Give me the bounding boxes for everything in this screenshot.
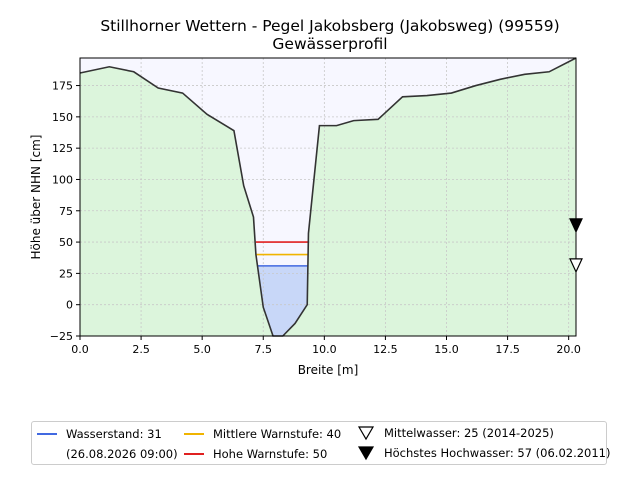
x-tick-label: 10.0: [312, 343, 337, 356]
legend-label-hohe-warnstufe: Hohe Warnstufe: 50: [213, 447, 328, 461]
open-triangle-down-icon: [357, 426, 375, 441]
y-tick-label: 125: [52, 142, 73, 155]
legend: Wasserstand: 31 (26.08.2026 09:00) Mittl…: [31, 421, 611, 465]
x-tick-label: 20.0: [556, 343, 581, 356]
plot-area: 0.0 2.5 5.0 7.5 10.0 12.5 15.0 17.5 20.0 −25 0 25 50…: [50, 57, 583, 356]
y-tick-label: 50: [59, 236, 73, 249]
hohe-warnstufe-swatch: [184, 453, 204, 455]
y-tick-label: 175: [52, 80, 73, 93]
y-tick-label: 150: [52, 111, 73, 124]
y-tick-label: 25: [59, 267, 73, 280]
legend-label-hoechstes-hochwasser: Höchstes Hochwasser: 57 (06.02.2011): [384, 446, 611, 460]
x-tick-label: 0.0: [71, 343, 89, 356]
x-tick-label: 7.5: [255, 343, 273, 356]
x-tick-label: 2.5: [132, 343, 150, 356]
y-tick-label: 75: [59, 205, 73, 218]
y-axis-label: Höhe über NHN [cm]: [29, 135, 43, 260]
wasserstand-swatch: [37, 433, 57, 435]
legend-item-mittelwasser: Mittelwasser: 25 (2014-2025): [357, 425, 554, 441]
chart-subtitle: Gewässerprofil: [272, 35, 387, 53]
x-tick-label: 5.0: [193, 343, 211, 356]
profile-line: [79, 57, 577, 337]
legend-label-wasserstand: Wasserstand: 31: [66, 427, 162, 441]
x-tick-label: 17.5: [495, 343, 520, 356]
y-tick-label: 100: [52, 173, 73, 186]
x-tick-label: 15.0: [434, 343, 459, 356]
x-axis-label: Breite [m]: [298, 363, 359, 377]
y-tick-label: 0: [66, 299, 73, 312]
legend-sub-wasserstand: (26.08.2026 09:00): [66, 447, 178, 461]
plot-frame: [79, 57, 577, 337]
hoechstes-hochwasser-marker: [569, 218, 583, 234]
chart-title: Stillhorner Wettern - Pegel Jakobsberg (…: [100, 17, 559, 35]
legend-item-mittlere-warnstufe: Mittlere Warnstufe: 40: [184, 427, 341, 441]
mittlere-warnstufe-swatch: [184, 433, 204, 435]
legend-label-mittelwasser: Mittelwasser: 25 (2014-2025): [384, 426, 554, 440]
legend-item-hohe-warnstufe: Hohe Warnstufe: 50: [184, 447, 327, 461]
legend-label-mittlere-warnstufe: Mittlere Warnstufe: 40: [213, 427, 342, 441]
filled-triangle-down-icon: [357, 446, 375, 461]
x-tick-label: 12.5: [373, 343, 398, 356]
y-tick-label: −25: [50, 330, 73, 343]
mittelwasser-marker: [569, 258, 583, 274]
legend-item-hoechstes-hochwasser: Höchstes Hochwasser: 57 (06.02.2011): [357, 445, 611, 461]
water-fill: [257, 265, 308, 336]
legend-item-wasserstand: Wasserstand: 31: [37, 427, 162, 441]
ground-fill: [80, 58, 576, 336]
